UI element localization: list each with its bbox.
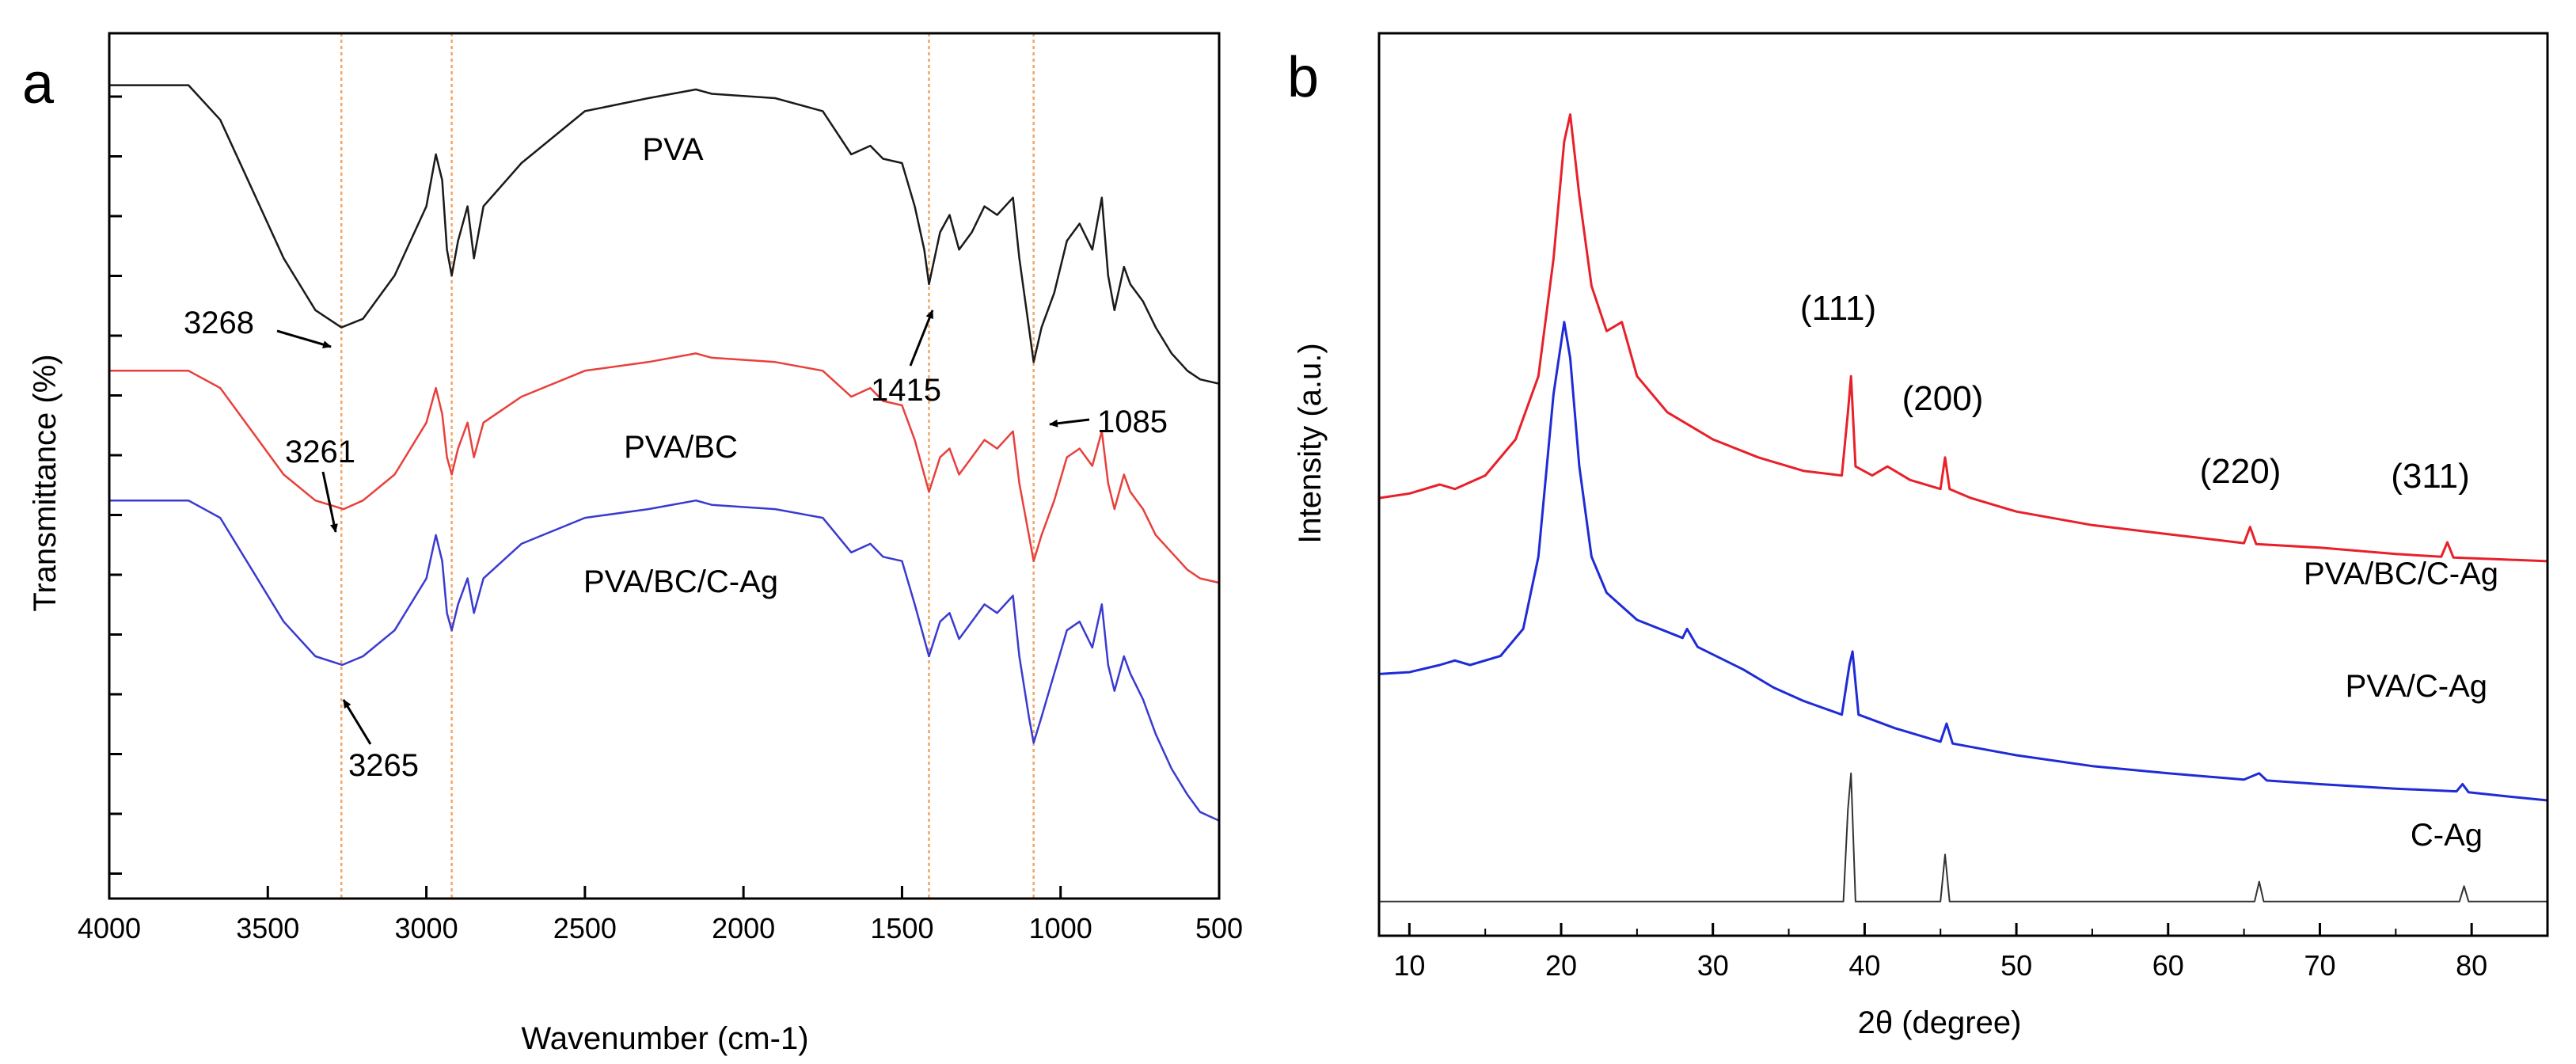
panel-a-series-line-pva-bc-c-ag	[109, 499, 1220, 822]
panel-b-x-tick-label: 50	[2000, 949, 2032, 982]
panel-a-annotation-3261-arrow	[321, 471, 338, 533]
panel-b-peak-label-200: (200)	[1902, 379, 1984, 418]
panel-a-x-tick-label: 1500	[870, 912, 933, 944]
panel-b-series-line-pva-c-ag	[1378, 321, 2548, 802]
panel-a-series-label-pva: PVA	[642, 132, 703, 167]
panel-b-x-tick-label: 30	[1697, 949, 1729, 982]
panel-a-ticks	[108, 95, 1221, 899]
panel-a-series-line-pva-bc	[109, 352, 1220, 584]
panel-b-x-tick-label: 80	[2456, 949, 2487, 982]
panel-b-peak-label-311: (311)	[2391, 457, 2469, 496]
panel-a-series-line-pva	[109, 84, 1220, 385]
panel-a-annotation-1085-arrow	[1049, 418, 1090, 428]
panel-b-series-label-pva-c-ag: PVA/C-Ag	[2346, 669, 2487, 704]
panel-b: b Intensity (a.u.) 2θ (degree) 10 20 30 40 5…	[1287, 32, 2549, 1040]
panel-a-annotation-1085: 1085	[1097, 405, 1168, 439]
panel-b-x-tick-label: 40	[1848, 949, 1880, 982]
panel-a-x-tick-label: 4000	[78, 912, 141, 944]
panel-b-letter: b	[1287, 46, 1319, 109]
panel-b-peak-label-220: (220)	[2200, 452, 2282, 491]
panel-a-x-tick-label: 2500	[553, 912, 617, 944]
panel-b-x-tick-label: 60	[2152, 949, 2184, 982]
panel-a-x-tick-label: 3000	[395, 912, 458, 944]
panel-a-annotation-3265-arrow	[342, 699, 372, 745]
panel-a-plot-frame	[108, 32, 1221, 900]
panel-a-x-tick-label: 2000	[712, 912, 775, 944]
panel-a-series-label-pva-bc-c-ag: PVA/BC/C-Ag	[583, 564, 778, 599]
panel-b-series-line-c-ag	[1379, 772, 2548, 902]
panel-a: a Transmittance (%) Wavenumber (cm-1) 40…	[22, 32, 1243, 1056]
panel-b-series-label-pva-bc-c-ag: PVA/BC/C-Ag	[2304, 557, 2498, 591]
panel-b-ticks	[1408, 923, 2548, 936]
panel-b-series-line-pva-bc-c-ag	[1378, 113, 2548, 563]
panel-a-x-tick-label: 500	[1195, 912, 1243, 944]
panel-a-letter: a	[22, 52, 55, 116]
panel-b-series-label-c-ag: C-Ag	[2411, 818, 2483, 853]
panel-a-annotation-1415-arrow	[909, 310, 934, 367]
panel-a-annotation-3268-arrow	[276, 329, 332, 348]
panel-b-peak-label-111: (111)	[1800, 289, 1876, 328]
panel-a-annotation-1415: 1415	[871, 373, 941, 408]
panel-b-tick-labels: 10 20 30 40 50 60 70 80	[1393, 949, 2487, 982]
panel-a-annotation-3265: 3265	[348, 748, 419, 783]
panel-a-annotation-3261: 3261	[285, 435, 355, 469]
panel-a-y-axis-title: Transmittance (%)	[28, 354, 63, 611]
panel-a-reference-lines	[340, 33, 1035, 899]
panel-a-tick-labels: 4000 3500 3000 2500 2000 1500 1000 500	[78, 912, 1243, 944]
panel-a-annotation-3268: 3268	[184, 306, 254, 340]
panel-a-series-label-pva-bc: PVA/BC	[624, 430, 738, 465]
panel-b-plot-frame	[1377, 32, 2549, 937]
panel-b-series	[1378, 113, 2548, 902]
panel-b-x-tick-label: 10	[1393, 949, 1425, 982]
panel-a-x-tick-label: 3500	[236, 912, 299, 944]
panel-b-x-axis-title: 2θ (degree)	[1858, 1005, 2022, 1040]
panel-a-x-axis-title: Wavenumber (cm-1)	[521, 1021, 808, 1056]
panel-b-y-axis-title: Intensity (a.u.)	[1293, 343, 1328, 543]
panel-a-series	[109, 84, 1220, 822]
panel-b-x-tick-label: 70	[2304, 949, 2335, 982]
panel-b-x-tick-label: 20	[1545, 949, 1577, 982]
panel-a-x-tick-label: 1000	[1029, 912, 1092, 944]
